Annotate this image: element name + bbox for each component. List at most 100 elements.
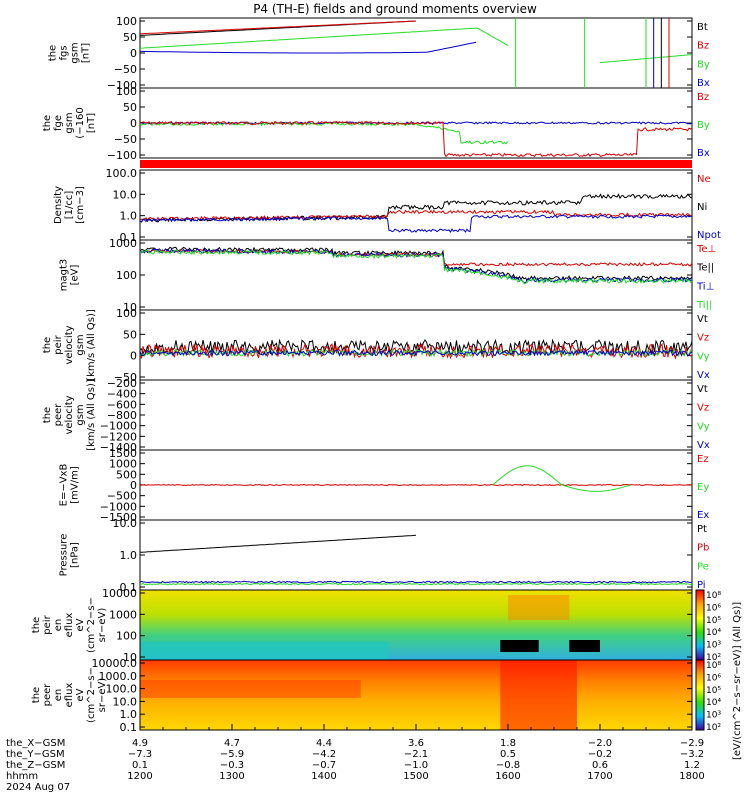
peer-vel-ytick-label-3: −800 xyxy=(107,409,137,422)
colorbar-0-tick-1: 10⁶ xyxy=(706,603,721,613)
peer-spec-ytick-label-2: 100.0 xyxy=(106,683,138,696)
density-ylabel: Density [1/cc] [cm−3] xyxy=(53,186,86,224)
red-band xyxy=(140,160,692,168)
pressure-Pe-trace xyxy=(139,582,693,586)
xrow-0-value-6: −2.9 xyxy=(680,738,704,749)
peir-spec-ylabel-line-3: eflux xyxy=(64,613,75,638)
peer-vel-ylabel-line-4: [km/s (All Qs)] xyxy=(86,379,97,451)
exb-ytick-label-4: −500 xyxy=(107,490,137,503)
peer-spec-ylabel-line-1: peer xyxy=(42,683,53,707)
peir-spec-gap-0 xyxy=(500,640,539,652)
density-Npot-trace xyxy=(140,214,693,233)
peir-vel-ytick-label-2: 0 xyxy=(130,350,137,363)
xrow-2-value-4: −0.8 xyxy=(496,760,520,771)
peer-vel-ylabel-line-3: gsm xyxy=(75,404,86,425)
temp-ytick-label-0: 1000 xyxy=(109,237,137,250)
xrow-3-value-2: 1400 xyxy=(311,771,336,782)
panel-peir-spec: 10000 1000 100 10 the peir en eflux eV (cm^2−s− sr… xyxy=(31,587,693,664)
exb-ytick-label-3: 0 xyxy=(130,479,137,492)
temp-legend-Ti⊥: Ti⊥ xyxy=(696,281,714,292)
fgs-gsm-ytick-label-3: −50 xyxy=(114,63,137,76)
temp-ylabel: magt3 [eV] xyxy=(59,259,81,292)
panel-pressure: 10.0 1.0 0.1 Pressure [nPa] Pt Pb Pe Pi xyxy=(59,517,710,594)
peir-vel-ylabel-line-2: velocity xyxy=(64,325,75,364)
pressure-ytick-label-2: 0.1 xyxy=(120,581,138,594)
xrow-0-value-3: 3.6 xyxy=(408,738,424,749)
pressure-Pi-trace xyxy=(139,580,693,584)
xrow-1-value-4: 0.5 xyxy=(500,749,516,760)
xrow-2-value-5: 0.6 xyxy=(592,760,608,771)
xrow-3-value-0: 1200 xyxy=(127,771,152,782)
xrow-label-2: the_Z−GSM xyxy=(6,760,65,771)
peer-spec-ytick-label-4: 1.0 xyxy=(120,708,138,721)
peer-spec-burst xyxy=(500,660,577,730)
xrow-2-value-0: 0.1 xyxy=(132,760,148,771)
peer-spec-ytick-label-3: 10.0 xyxy=(113,695,138,708)
peer-vel-ytick-label-0: −200 xyxy=(107,377,137,390)
peir-spec-ylabel-line-4: eV xyxy=(75,618,86,631)
peer-vel-frame xyxy=(139,379,693,451)
peir-Vx-trace xyxy=(139,348,693,357)
fgs-By-trace xyxy=(139,27,509,49)
xrow-3-value-5: 1700 xyxy=(587,771,612,782)
xrow-2-value-2: −0.7 xyxy=(312,760,336,771)
fge-gsm-ytick-label-1: 50 xyxy=(123,101,137,114)
peir-Vy-trace xyxy=(139,348,693,358)
xrow-label-0: the_X−GSM xyxy=(6,738,65,749)
xrow-0-value-0: 4.9 xyxy=(132,738,148,749)
peer-vel-ytick-label-5: −1200 xyxy=(100,430,137,443)
fgs-gsm-ylabel-line-1: fgs xyxy=(59,45,70,60)
colorbar-1-tick-2: 10⁵ xyxy=(706,686,721,696)
peer-spec-ylabel-line-2: en xyxy=(53,689,64,702)
exb-Ez-trace xyxy=(139,483,693,487)
xrow-2-value-6: 1.2 xyxy=(684,760,700,771)
fge-By-trace xyxy=(139,121,508,145)
traces xyxy=(139,18,693,586)
fge-gsm-ylabel-line-1: fge xyxy=(53,115,64,131)
density-Ni-trace xyxy=(139,193,693,223)
peir-spec-gap-1 xyxy=(569,640,600,652)
peer-spec-ylabel-line-5: (cm^2−s− xyxy=(86,667,97,723)
peir-spec-low-band xyxy=(140,642,389,660)
peir-spec-ylabel-line-5: (cm^2−s− xyxy=(86,597,97,653)
pressure-ylabel-line-0: Pressure xyxy=(59,534,70,577)
panel-fgs-gsm: 100 50 0 −50 −100 the fgs gsm [nT] Bt Bz By Bx xyxy=(48,15,710,92)
panel-temp: 1000 100 10 magt3 [eV] Te⊥ Te|| Ti⊥ Ti|| xyxy=(59,237,717,314)
exb-legend-Ex: Ex xyxy=(697,510,709,521)
colorbar-1-tick-4: 10³ xyxy=(706,711,721,721)
colorbar-0-tick-2: 10⁵ xyxy=(706,616,721,626)
xrow-3-value-6: 1800 xyxy=(679,771,704,782)
pressure-frame xyxy=(139,519,693,591)
peer-spec-band xyxy=(140,680,361,698)
peir-vel-ytick-label-0: 100 xyxy=(116,307,137,320)
colorbar-0 xyxy=(695,589,705,661)
density-ylabel-line-2: [cm−3] xyxy=(75,186,86,224)
peer-spec-spectrogram xyxy=(140,660,692,730)
exb-ytick-label-5: −1000 xyxy=(100,500,137,513)
fgs-Bx-trace xyxy=(140,41,477,54)
fge-gsm-ylabel-line-3: (−160 xyxy=(75,107,86,138)
panel-density: 100.0 10.0 1.0 0.1 Density [1/cc] [cm−3] Ne Ni Np… xyxy=(53,167,721,244)
colorbar-1 xyxy=(695,659,705,731)
peir-vel-ylabel: the peir velocity gsm [km/s (All Qs)] xyxy=(42,309,97,381)
pressure-ylabel-line-1: [nPa] xyxy=(70,542,81,568)
fge-gsm-ytick-label-2: 0 xyxy=(130,117,137,130)
fge-gsm-legend-By: By xyxy=(697,120,710,131)
peir-vel-legend-Vt: Vt xyxy=(697,314,708,325)
density-ylabel-line-0: Density xyxy=(53,186,64,224)
exb-legend-Ey: Ey xyxy=(697,482,709,493)
peer-vel-ytick-label-4: −1000 xyxy=(100,420,137,433)
xrow-1-value-3: −2.1 xyxy=(404,749,428,760)
peir-Vt-trace xyxy=(139,338,693,356)
pressure-legend-Pt: Pt xyxy=(697,524,707,535)
peer-vel-ytick-label-1: −400 xyxy=(107,388,137,401)
pressure-legend-Pb: Pb xyxy=(697,543,709,554)
exb-ytick-label-0: 1500 xyxy=(109,447,137,460)
peer-spec-ytick-label-1: 1000.0 xyxy=(99,670,138,683)
fge-gsm-ylabel-line-0: the xyxy=(42,115,53,131)
x-axis-annotation: the_X−GSM 4.9 4.7 4.4 3.6 1.8 −2.0 −2.9 the_Y−GS… xyxy=(6,724,705,793)
colorbar-1-tick-5: 10² xyxy=(706,723,721,733)
density-ytick-label-0: 100.0 xyxy=(106,167,138,180)
xrow-2-value-1: −0.3 xyxy=(220,760,244,771)
